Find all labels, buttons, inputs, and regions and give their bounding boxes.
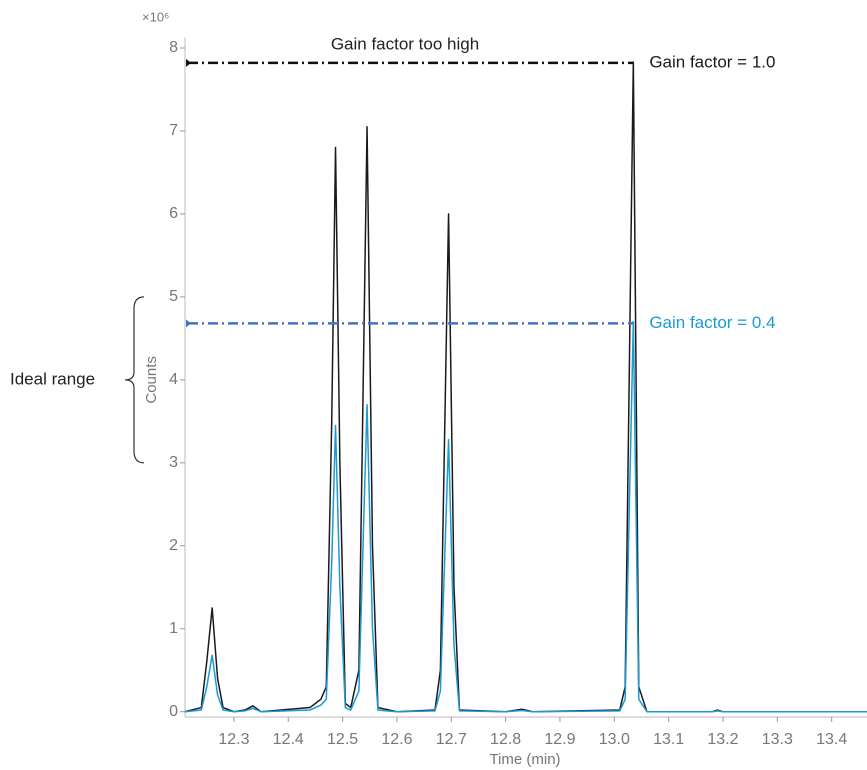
x-tick-label: 12.6 bbox=[381, 731, 412, 748]
y-tick-label: 3 bbox=[169, 454, 178, 471]
x-tick-label: 12.7 bbox=[436, 731, 467, 748]
y-axis-multiplier: ×10⁶ bbox=[142, 9, 169, 24]
series-line bbox=[184, 61, 867, 713]
x-tick-label: 13.3 bbox=[762, 731, 793, 748]
y-tick-label: 4 bbox=[169, 371, 178, 388]
ideal-range-brace bbox=[124, 296, 145, 464]
ideal-range-label: Ideal range bbox=[10, 369, 95, 388]
y-tick-label: 6 bbox=[169, 205, 178, 222]
y-tick-label: 8 bbox=[169, 39, 178, 56]
series-line bbox=[184, 321, 867, 713]
x-tick-label: 13.0 bbox=[599, 731, 630, 748]
y-tick-label: 5 bbox=[169, 288, 178, 305]
x-tick-label: 13.4 bbox=[816, 731, 847, 748]
y-tick-label: 2 bbox=[169, 537, 178, 554]
x-tick-label: 12.4 bbox=[273, 731, 304, 748]
x-tick-label: 13.1 bbox=[653, 731, 684, 748]
y-axis-label: Counts bbox=[143, 356, 160, 404]
x-tick-label: 12.5 bbox=[327, 731, 358, 748]
x-tick-label: 12.9 bbox=[544, 731, 575, 748]
x-tick-label: 13.2 bbox=[707, 731, 738, 748]
y-tick-label: 0 bbox=[169, 703, 178, 720]
legend-label: Gain factor = 1.0 bbox=[649, 52, 775, 71]
y-tick-label: 1 bbox=[169, 620, 178, 637]
annotation: Gain factor too high bbox=[331, 34, 479, 53]
x-tick-label: 12.8 bbox=[490, 731, 521, 748]
legend-label: Gain factor = 0.4 bbox=[649, 313, 775, 332]
y-tick-label: 7 bbox=[169, 122, 178, 139]
reference-marker bbox=[186, 58, 191, 67]
reference-marker bbox=[186, 319, 191, 328]
x-axis-label: Time (min) bbox=[489, 751, 560, 768]
x-tick-label: 12.3 bbox=[218, 731, 249, 748]
